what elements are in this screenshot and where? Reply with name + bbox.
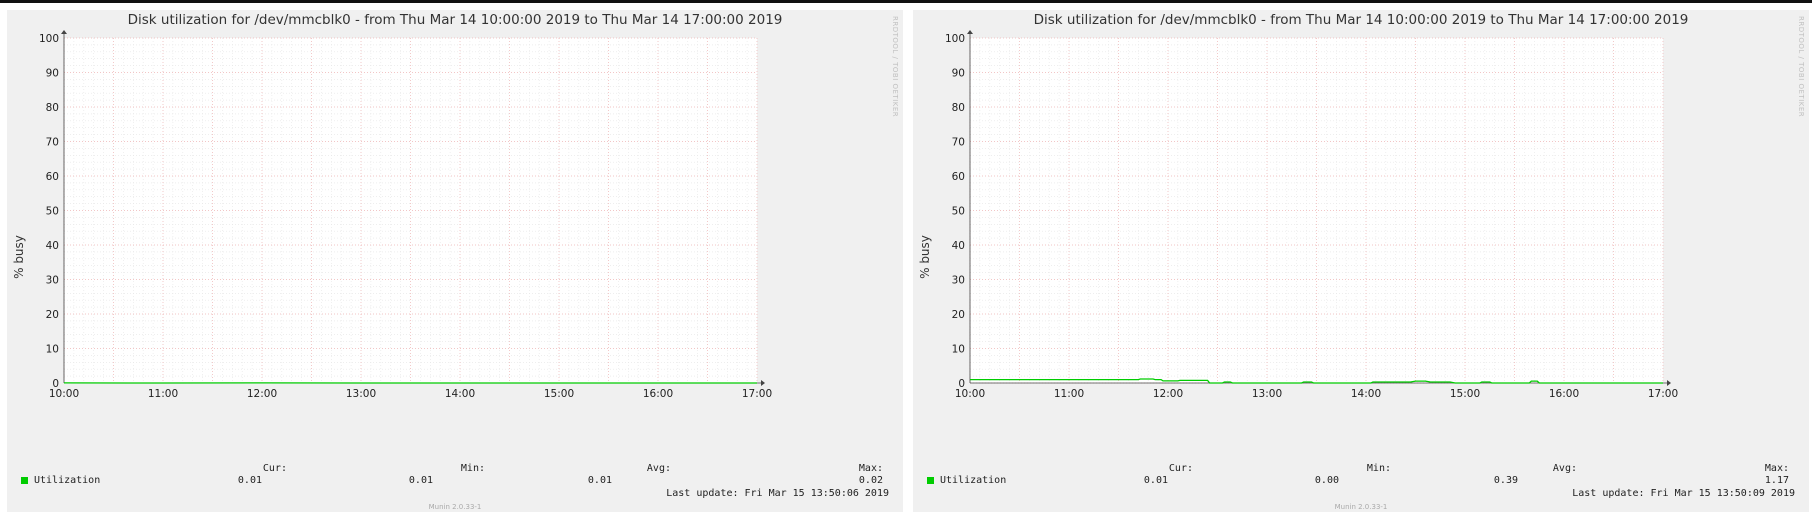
munin-version: Munin 2.0.33-1 <box>428 503 482 511</box>
y-tick-label: 50 <box>952 206 965 218</box>
y-tick-label: 80 <box>952 102 965 114</box>
legend-label: Utilization <box>34 475 101 486</box>
x-tick-label: 11:00 <box>1054 388 1084 400</box>
rrdtool-credit: RRDTOOL / TOBI OETIKER <box>891 16 899 118</box>
x-tick-label: 15:00 <box>544 388 574 400</box>
y-tick-label: 80 <box>46 102 59 114</box>
min-value: 0.00 <box>1314 475 1339 486</box>
min-value: 0.01 <box>408 475 433 486</box>
rrdtool-credit: RRDTOOL / TOBI OETIKER <box>1797 16 1805 118</box>
y-tick-label: 10 <box>46 344 59 356</box>
y-tick-label: 100 <box>39 33 59 45</box>
x-tick-label: 10:00 <box>49 388 79 400</box>
x-tick-label: 12:00 <box>247 388 277 400</box>
y-tick-label: 10 <box>952 344 965 356</box>
chart-title: Disk utilization for /dev/mmcblk0 - from… <box>1033 12 1689 28</box>
x-tick-label: 10:00 <box>955 388 985 400</box>
y-tick-label: 60 <box>46 171 59 183</box>
x-tick-label: 16:00 <box>1549 388 1579 400</box>
x-tick-label: 13:00 <box>346 388 376 400</box>
y-tick-label: 0 <box>958 378 965 390</box>
x-tick-label: 17:00 <box>742 388 772 400</box>
x-tick-label: 11:00 <box>148 388 178 400</box>
avg-label: Avg: <box>646 463 671 474</box>
x-tick-label: 17:00 <box>1648 388 1678 400</box>
y-tick-label: 30 <box>46 275 59 287</box>
x-tick-label: 14:00 <box>1351 388 1381 400</box>
cur-label: Cur: <box>262 463 287 474</box>
y-tick-label: 60 <box>952 171 965 183</box>
chart-svg: 0 10 20 30 40 50 60 70 80 90 100 10:00 11:00 12:00 13:… <box>945 30 1678 400</box>
x-axis-arrow <box>761 380 765 386</box>
y-tick-label: 90 <box>46 68 59 80</box>
legend-swatch <box>21 477 28 484</box>
x-tick-label: 12:00 <box>1153 388 1183 400</box>
y-tick-label: 20 <box>952 309 965 321</box>
y-tick-label: 90 <box>952 68 965 80</box>
y-tick-label: 40 <box>952 240 965 252</box>
avg-value: 0.01 <box>587 475 612 486</box>
top-bar <box>0 0 1812 3</box>
cur-value: 0.01 <box>237 475 262 486</box>
x-tick-label: 15:00 <box>1450 388 1480 400</box>
min-label: Min: <box>1366 463 1391 474</box>
cur-value: 0.01 <box>1143 475 1168 486</box>
legend-label: Utilization <box>940 475 1007 486</box>
y-tick-label: 40 <box>46 240 59 252</box>
min-label: Min: <box>460 463 485 474</box>
y-tick-label: 70 <box>46 137 59 149</box>
chart-panel-right: Disk utilization for /dev/mmcblk0 - from… <box>913 10 1809 512</box>
legend: Utilization <box>927 475 1006 486</box>
y-tick-label: 100 <box>945 33 965 45</box>
x-tick-label: 16:00 <box>643 388 673 400</box>
x-tick-label: 14:00 <box>445 388 475 400</box>
legend-swatch <box>927 477 934 484</box>
y-tick-label: 0 <box>52 378 59 390</box>
munin-version: Munin 2.0.33-1 <box>1334 503 1388 511</box>
avg-value: 0.39 <box>1493 475 1518 486</box>
y-tick-label: 50 <box>46 206 59 218</box>
y-tick-label: 20 <box>46 309 59 321</box>
y-axis-arrow <box>61 30 67 34</box>
legend: Utilization <box>21 475 100 486</box>
avg-label: Avg: <box>1552 463 1577 474</box>
chart-svg: 0 10 20 30 40 50 60 70 80 90 100 10:00 11:00 12:00 13:… <box>39 30 772 400</box>
cur-label: Cur: <box>1168 463 1193 474</box>
y-tick-label: 30 <box>952 275 965 287</box>
max-value: 0.02 <box>858 475 883 486</box>
y-axis-arrow <box>967 30 973 34</box>
last-update: Last update: Fri Mar 15 13:50:06 2019 <box>666 488 889 499</box>
chart-title: Disk utilization for /dev/mmcblk0 - from… <box>127 12 783 28</box>
max-value: 1.17 <box>1764 475 1789 486</box>
x-axis-arrow <box>1667 380 1671 386</box>
chart-panel-left: Disk utilization for /dev/mmcblk0 - from… <box>7 10 903 512</box>
x-tick-label: 13:00 <box>1252 388 1282 400</box>
y-tick-label: 70 <box>952 137 965 149</box>
max-label: Max: <box>858 463 883 474</box>
max-label: Max: <box>1764 463 1789 474</box>
last-update: Last update: Fri Mar 15 13:50:09 2019 <box>1572 488 1795 499</box>
series-line-utilization <box>970 378 1663 384</box>
